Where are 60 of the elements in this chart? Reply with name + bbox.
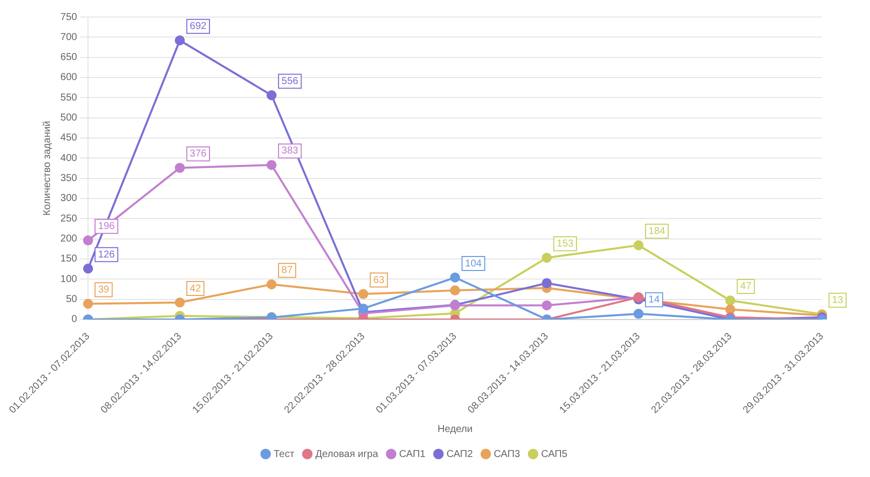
point [725, 296, 736, 306]
data-label: 39 [98, 284, 110, 296]
point [83, 235, 94, 246]
point [450, 285, 460, 296]
data-label: 13 [832, 294, 844, 306]
y-tick-label: 50 [66, 294, 78, 306]
data-label: 14 [648, 294, 660, 306]
point [266, 160, 277, 170]
y-tick-label: 400 [60, 152, 78, 164]
point [174, 298, 185, 308]
y-tick-label: 100 [60, 274, 78, 285]
y-tick-label: 0 [72, 314, 78, 326]
data-label: 104 [465, 258, 482, 270]
point [450, 272, 460, 283]
y-tick-label: 750 [60, 12, 78, 23]
data-label: 692 [190, 21, 207, 32]
data-label: 42 [190, 283, 202, 294]
legend-label: САП5 [541, 448, 568, 460]
data-label: 376 [190, 148, 207, 160]
y-tick-label: 150 [60, 254, 78, 265]
legend-label: САП3 [494, 448, 520, 460]
point [358, 304, 368, 314]
legend-label: САП2 [446, 448, 474, 460]
point [542, 300, 552, 310]
data-label: 47 [740, 281, 752, 292]
point [174, 35, 185, 46]
data-label: 383 [282, 146, 299, 157]
data-label: 184 [648, 226, 666, 237]
y-axis-title: Количество заданий [42, 120, 54, 216]
point [725, 304, 736, 314]
data-label: 196 [98, 221, 116, 232]
point [266, 90, 277, 100]
y-tick-label: 550 [60, 92, 78, 104]
point [174, 162, 185, 173]
point [542, 278, 552, 288]
point [358, 289, 368, 300]
y-tick-label: 300 [60, 193, 78, 204]
y-tick-label: 600 [60, 72, 78, 84]
y-tick-label: 200 [60, 234, 78, 245]
y-tick-label: 700 [60, 32, 78, 43]
legend-label: САП1 [399, 448, 426, 460]
legend-label: Деловая игра [315, 448, 379, 460]
y-tick-label: 250 [60, 213, 78, 224]
y-tick-label: 650 [60, 52, 78, 64]
data-label: 153 [556, 238, 574, 250]
data-label: 556 [282, 76, 299, 87]
data-label: 126 [98, 249, 116, 260]
point [542, 252, 552, 263]
x-axis-title: Недели [438, 424, 473, 435]
point [634, 308, 644, 319]
y-tick-label: 450 [60, 132, 78, 144]
point [634, 240, 644, 250]
data-label: 87 [282, 265, 294, 276]
point [266, 279, 277, 290]
legend-label: Тест [274, 448, 295, 460]
point [83, 298, 94, 309]
data-label: 63 [373, 274, 385, 286]
y-tick-label: 500 [60, 112, 78, 124]
y-tick-label: 350 [60, 173, 78, 184]
point [83, 264, 94, 274]
